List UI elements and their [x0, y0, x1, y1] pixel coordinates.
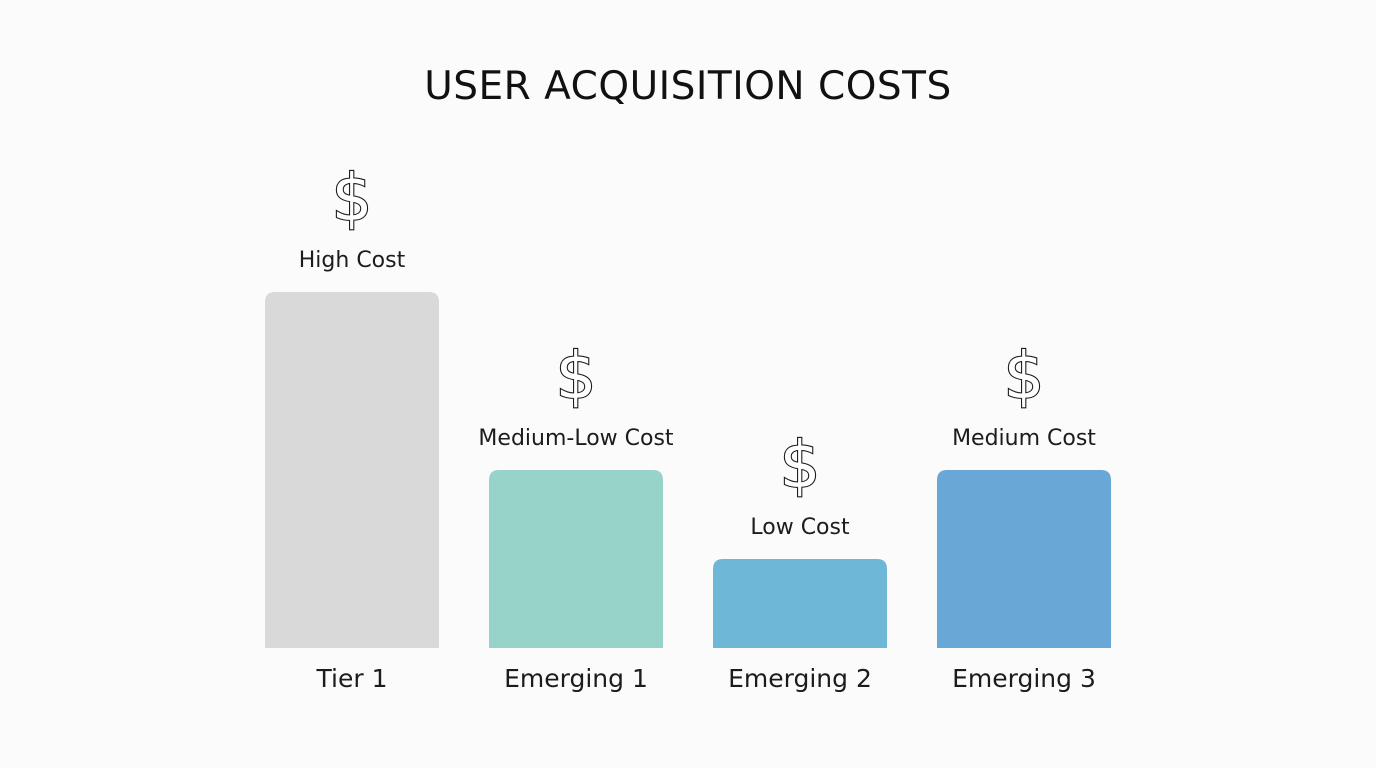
bar-tier-1 — [265, 292, 439, 648]
chart-title: USER ACQUISITION COSTS — [424, 64, 952, 109]
bar-emerging-2 — [713, 559, 887, 648]
bar-cost-label: High Cost — [299, 248, 406, 273]
bar-emerging-3 — [937, 470, 1111, 648]
bar-cost-label: Medium-Low Cost — [478, 426, 674, 451]
bar-cost-label: Low Cost — [750, 515, 850, 540]
bar-cost-label: Medium Cost — [952, 426, 1096, 451]
category-label: Emerging 1 — [504, 664, 648, 693]
dollar-sign-icon: $ — [556, 340, 597, 414]
dollar-sign-icon: $ — [780, 429, 821, 503]
dollar-sign-icon: $ — [332, 162, 373, 236]
category-label: Tier 1 — [316, 664, 388, 693]
dollar-sign-icon: $ — [1004, 340, 1045, 414]
bar-emerging-1 — [489, 470, 663, 648]
category-label: Emerging 2 — [728, 664, 872, 693]
category-label: Emerging 3 — [952, 664, 1096, 693]
